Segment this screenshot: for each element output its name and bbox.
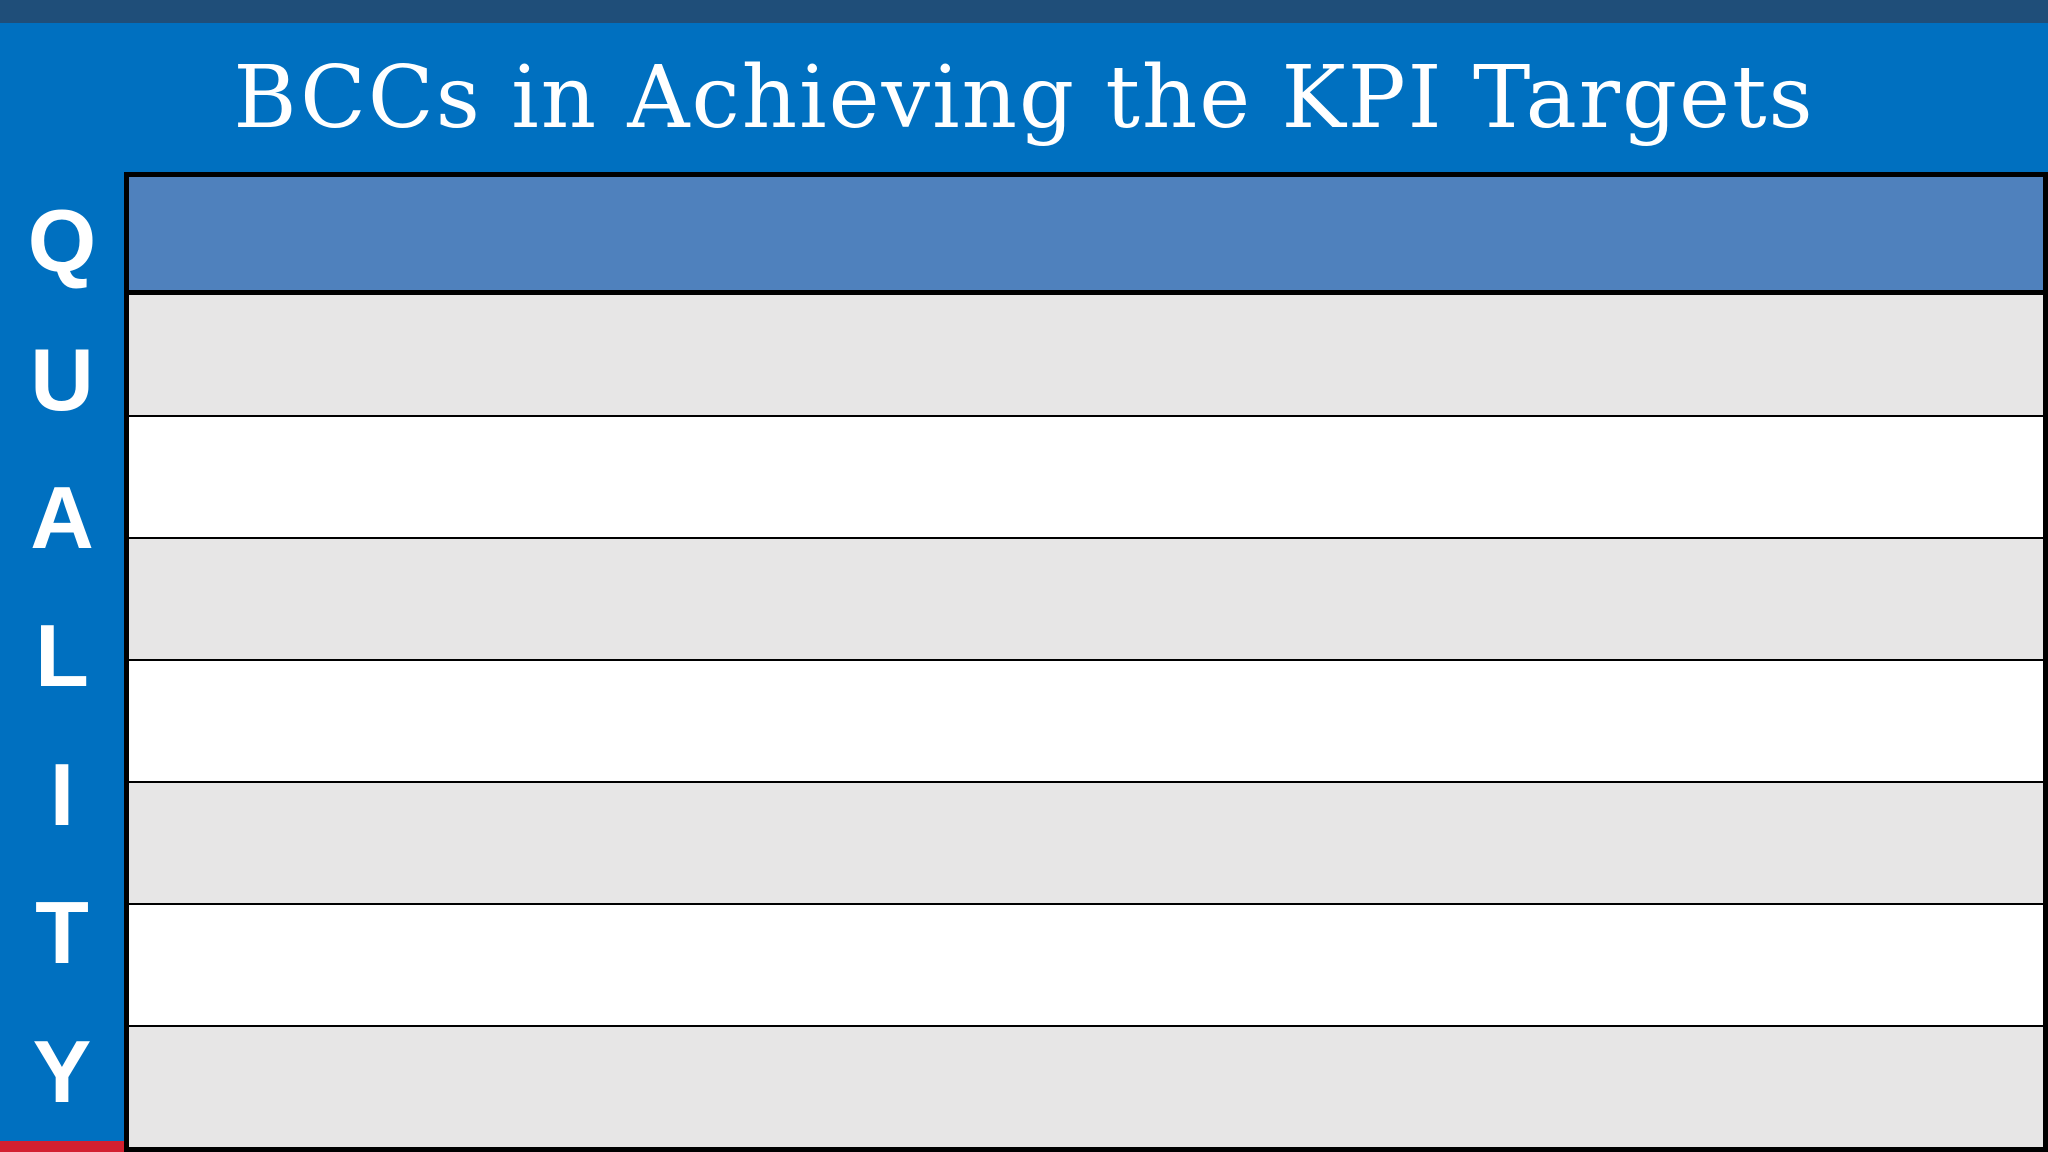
table-row xyxy=(129,659,2043,781)
slide-title: BCCs in Achieving the KPI Targets xyxy=(233,47,1815,148)
title-band: BCCs in Achieving the KPI Targets xyxy=(0,23,2048,172)
table-row xyxy=(129,1025,2043,1147)
sidebar-letter: Y xyxy=(32,1021,92,1121)
table-row xyxy=(129,903,2043,1025)
table-body xyxy=(129,295,2043,1147)
sidebar-letter: I xyxy=(49,744,75,844)
table-row xyxy=(129,295,2043,415)
sidebar-letter: L xyxy=(35,606,89,706)
table-row xyxy=(129,781,2043,903)
table-header-row xyxy=(129,177,2043,295)
top-navy-strip xyxy=(0,0,2048,23)
sidebar-letter: U xyxy=(30,329,94,429)
sidebar-letter: T xyxy=(35,883,89,983)
sidebar-letter: Q xyxy=(27,191,97,291)
kpi-table xyxy=(124,172,2048,1152)
sidebar-letter: A xyxy=(30,468,94,568)
table-row xyxy=(129,415,2043,537)
table-row xyxy=(129,537,2043,659)
red-accent-strip xyxy=(0,1141,124,1152)
